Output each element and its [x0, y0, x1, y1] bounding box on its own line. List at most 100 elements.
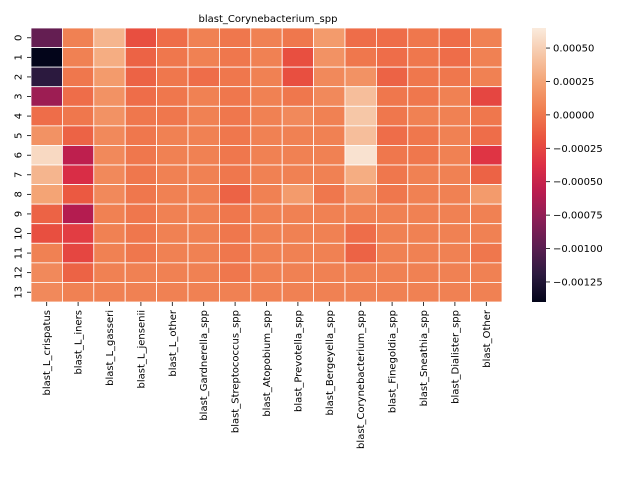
heatmap-cell	[187, 262, 220, 283]
colorbar-tick-label: 0.00050	[553, 44, 594, 55]
heatmap-cell	[30, 282, 63, 303]
heatmap-cell	[250, 242, 283, 264]
heatmap-cell	[407, 242, 440, 264]
column-tick-label: blast_Prevotella_spp	[293, 310, 304, 412]
colorbar-tick-label: −0.00050	[553, 177, 603, 188]
heatmap-cell	[156, 184, 189, 205]
heatmap-cell	[124, 86, 157, 107]
heatmap-cell	[313, 282, 346, 303]
heatmap-cell	[124, 105, 157, 127]
heatmap-cell	[30, 184, 63, 205]
heatmap-cell	[93, 282, 126, 303]
heatmap-cell	[187, 66, 220, 88]
heatmap-cell	[124, 125, 157, 146]
heatmap-cell	[30, 242, 63, 264]
heatmap-cell	[375, 242, 409, 264]
colorbar-tick-label: 0.00025	[553, 77, 594, 88]
heatmap-cell	[156, 86, 189, 107]
heatmap-cell	[250, 203, 283, 225]
heatmap-cell	[313, 164, 346, 185]
heatmap-cell	[375, 145, 409, 166]
heatmap-cell	[187, 164, 220, 185]
heatmap-cell	[93, 145, 126, 166]
row-tick-label: 7	[14, 172, 25, 178]
heatmap-cell	[344, 164, 377, 185]
heatmap-cell	[250, 164, 283, 185]
heatmap-cell	[218, 262, 252, 283]
heatmap-cell	[156, 27, 189, 48]
heatmap-cell	[156, 242, 189, 264]
column-tick-label: blast_Other	[482, 309, 493, 368]
heatmap-cell	[438, 164, 472, 185]
heatmap-cells	[30, 27, 503, 303]
heatmap-cell	[93, 27, 126, 48]
heatmap-cell	[344, 47, 377, 68]
heatmap-cell	[438, 66, 472, 88]
column-tick-label: blast_Sneathia_spp	[419, 310, 430, 406]
heatmap-cell	[375, 262, 409, 283]
heatmap-cell	[470, 262, 503, 283]
column-tick-label: blast_Atopobium_spp	[262, 310, 273, 417]
heatmap-cell	[344, 223, 377, 244]
heatmap-cell	[281, 184, 315, 205]
heatmap-cell	[187, 282, 220, 303]
heatmap-cell	[218, 86, 252, 107]
heatmap-cell	[313, 184, 346, 205]
heatmap-cell	[93, 105, 126, 127]
heatmap-cell	[470, 203, 503, 225]
heatmap-cell	[281, 242, 315, 264]
heatmap-cell	[438, 145, 472, 166]
heatmap-cell	[62, 242, 95, 264]
row-tick-label: 2	[14, 74, 25, 80]
heatmap-cell	[156, 203, 189, 225]
heatmap-cell	[62, 145, 95, 166]
heatmap-cell	[156, 282, 189, 303]
heatmap-cell	[470, 47, 503, 68]
heatmap-cell	[438, 47, 472, 68]
heatmap-cell	[313, 242, 346, 264]
heatmap-cell	[344, 105, 377, 127]
heatmap-cell	[93, 242, 126, 264]
heatmap-cell	[156, 47, 189, 68]
heatmap-cell	[156, 105, 189, 127]
heatmap-cell	[344, 27, 377, 48]
heatmap-cell	[250, 47, 283, 68]
heatmap-cell	[62, 223, 95, 244]
heatmap-cell	[93, 262, 126, 283]
heatmap-cell	[407, 223, 440, 244]
row-tick-label: 4	[14, 113, 25, 119]
heatmap-cell	[250, 262, 283, 283]
heatmap-cell	[470, 105, 503, 127]
heatmap-cell	[470, 66, 503, 88]
column-tick-label: blast_L_gasseri	[105, 310, 116, 386]
heatmap-cell	[62, 105, 95, 127]
column-tick-label: blast_Streptococcus_spp	[231, 310, 242, 433]
heatmap-cell	[62, 86, 95, 107]
heatmap-cell	[470, 282, 503, 303]
column-tick-labels: blast_L_crispatus blast_L_iners blast_L_ga…	[42, 302, 493, 449]
heatmap-cell	[344, 242, 377, 264]
heatmap-cell	[407, 86, 440, 107]
heatmap-cell	[187, 86, 220, 107]
heatmap-cell	[187, 223, 220, 244]
row-tick-label: 10	[14, 227, 25, 240]
heatmap-cell	[124, 47, 157, 68]
heatmap-cell	[375, 223, 409, 244]
heatmap-cell	[438, 242, 472, 264]
heatmap-cell	[407, 184, 440, 205]
heatmap-cell	[93, 184, 126, 205]
row-tick-label: 11	[14, 247, 25, 260]
heatmap-cell	[218, 203, 252, 225]
heatmap-cell	[156, 66, 189, 88]
column-tick-label: blast_L_crispatus	[42, 310, 53, 396]
colorbar-tick-label: −0.00025	[553, 144, 603, 155]
heatmap-cell	[124, 282, 157, 303]
heatmap-cell	[313, 203, 346, 225]
heatmap-cell	[30, 27, 63, 48]
heatmap-cell	[313, 105, 346, 127]
chart-title: blast_Corynebacterium_spp	[199, 14, 338, 25]
column-tick-label: blast_Dialister_spp	[450, 310, 461, 404]
column-tick-label: blast_Corynebacterium_spp	[356, 310, 367, 449]
heatmap-cell	[30, 164, 63, 185]
heatmap-cell	[470, 242, 503, 264]
